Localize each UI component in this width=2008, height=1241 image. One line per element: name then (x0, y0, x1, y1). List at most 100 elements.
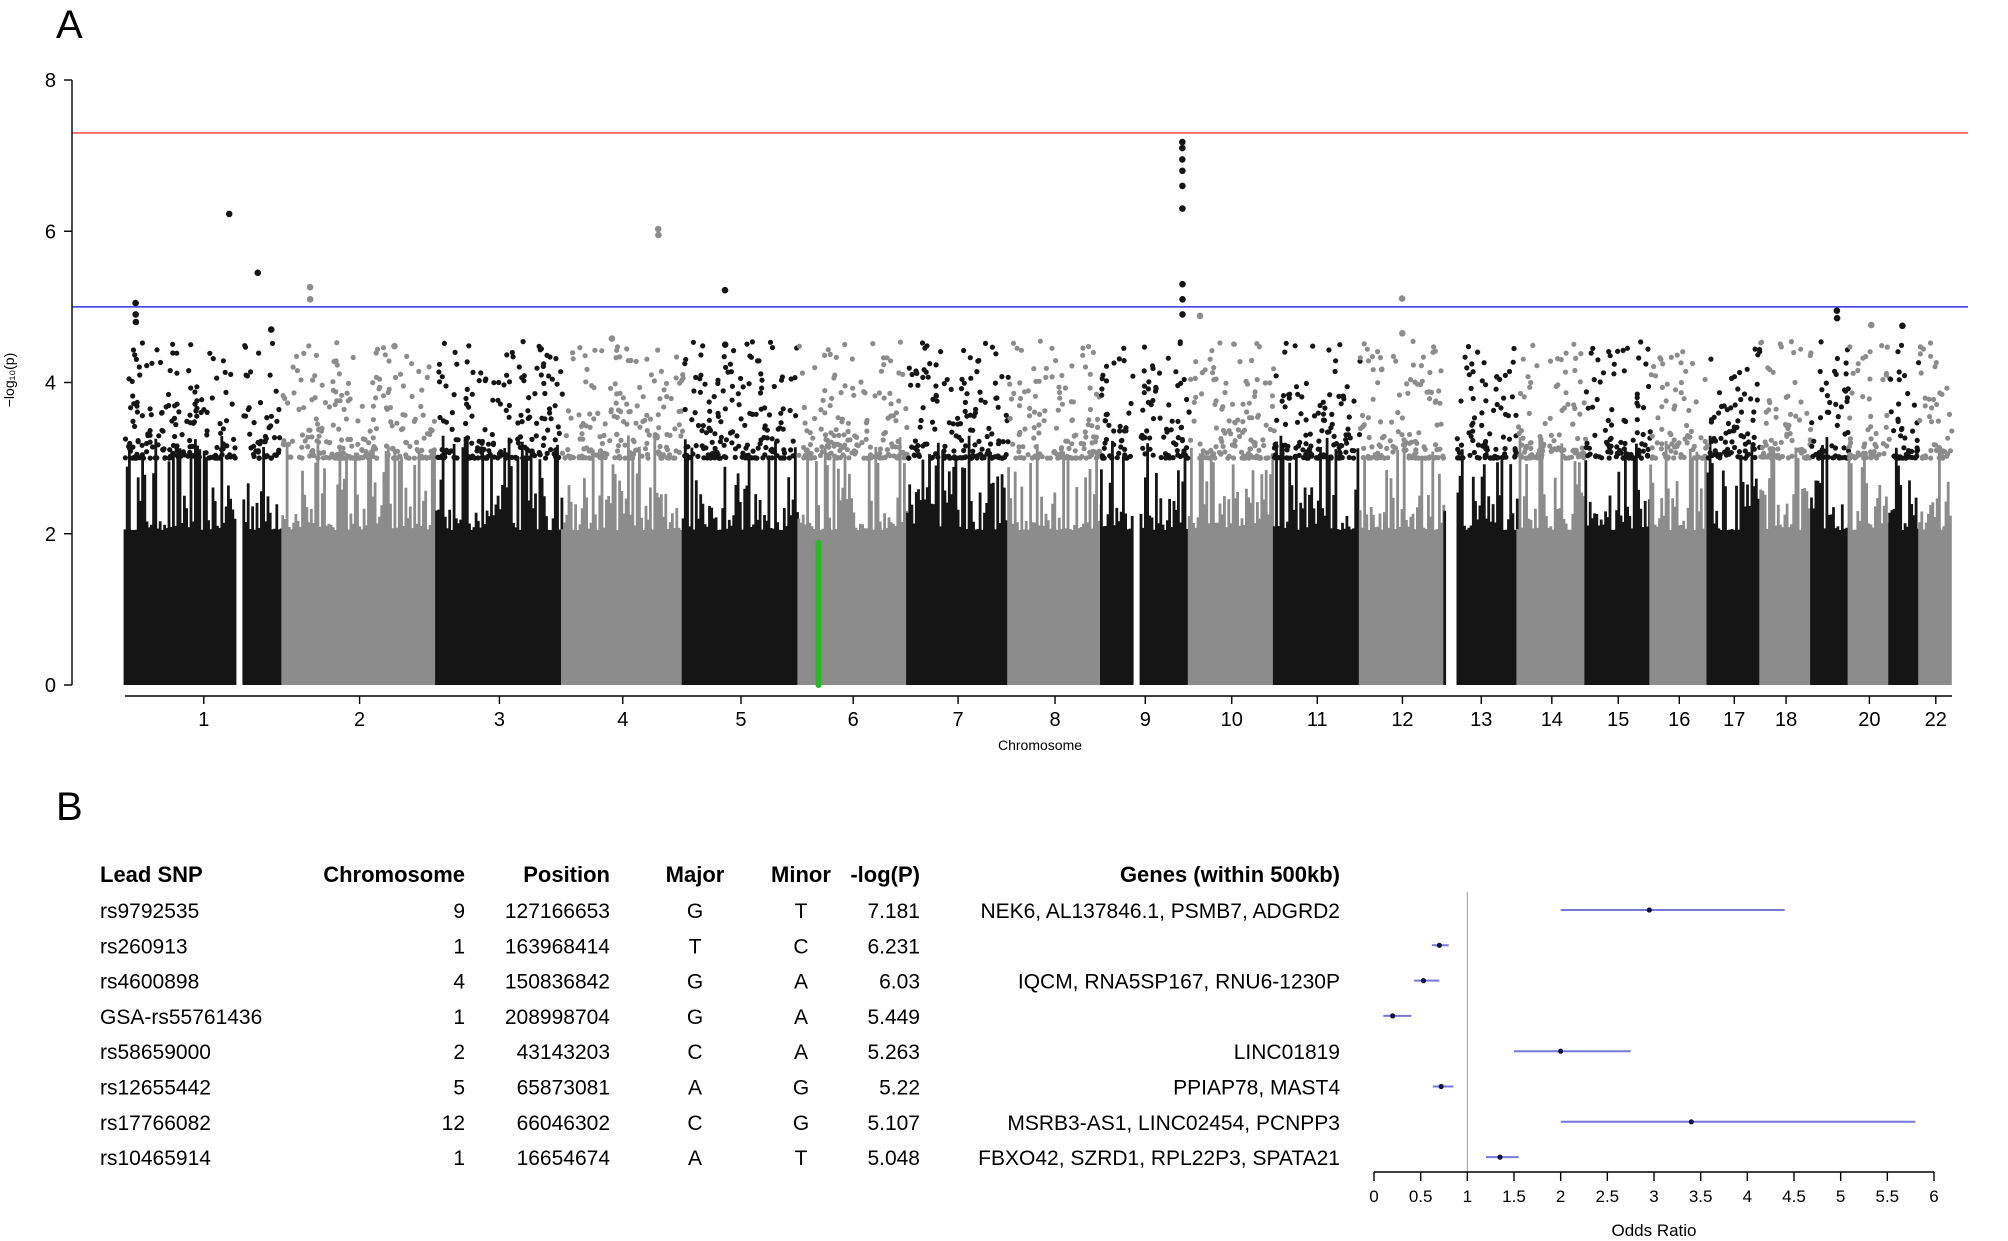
snp-point (1939, 391, 1945, 397)
snp-point (134, 409, 140, 415)
snp-point (1511, 345, 1517, 352)
snp-point (1639, 441, 1645, 447)
snp-point (993, 351, 999, 357)
chromosome-band (1918, 445, 1952, 685)
odds-ratio-point (1420, 978, 1427, 984)
snp-point (1634, 391, 1640, 397)
snp-point (1122, 446, 1128, 452)
snp-point (525, 408, 531, 414)
snp-point (654, 435, 660, 441)
snp-point (1177, 340, 1183, 347)
snp-point (1111, 442, 1117, 448)
snp-point (373, 426, 380, 432)
snp-point (1888, 376, 1894, 382)
snp-point (1654, 440, 1660, 446)
snp-point (989, 344, 996, 350)
snp-point (1418, 363, 1424, 369)
snp-point (570, 356, 576, 362)
snp-point (622, 455, 628, 461)
snp-point (159, 410, 165, 416)
snp-point (357, 455, 363, 461)
snp-point (191, 453, 197, 459)
snp-point (1787, 431, 1793, 437)
snp-point (953, 433, 959, 439)
snp-point (1379, 435, 1386, 441)
snp-point (439, 447, 445, 453)
snp-point (1493, 446, 1499, 452)
snp-point (1037, 453, 1043, 459)
snp-point (1375, 349, 1381, 355)
snp-point (608, 409, 614, 415)
snp-point (1049, 345, 1055, 351)
snp-point (837, 447, 843, 454)
snp-point (612, 381, 618, 387)
snp-point (1299, 394, 1305, 400)
table-cell: G (687, 971, 703, 994)
snp-point (526, 448, 532, 454)
snp-point (1879, 343, 1885, 349)
snp-point (1708, 356, 1714, 362)
snp-point (386, 386, 392, 392)
snp-point (1742, 448, 1748, 454)
snp-point (633, 420, 639, 426)
y-axis-title: −log₁₀(p) (1, 353, 17, 408)
snp-point (941, 381, 947, 387)
snp-point (334, 340, 340, 346)
snp-point (497, 401, 503, 407)
snp-point (555, 424, 561, 430)
snp-point (833, 427, 839, 433)
snp-point (156, 433, 162, 439)
snp-point (1080, 345, 1086, 351)
x-tick-label: 15 (1607, 709, 1629, 731)
snp-point (1750, 417, 1756, 423)
snp-point (598, 448, 604, 454)
snp-point (382, 352, 388, 358)
snp-point (771, 383, 777, 390)
snp-point (730, 429, 736, 435)
snp-point (321, 449, 327, 455)
lead-snp-point (608, 335, 616, 342)
snp-point (642, 446, 649, 452)
snp-point (1340, 393, 1346, 399)
snp-point (1664, 381, 1670, 387)
snp-point (1094, 424, 1101, 430)
snp-point (1157, 415, 1163, 421)
snp-point (642, 417, 648, 423)
table-cell: PPIAP78, MAST4 (1173, 1077, 1340, 1100)
snp-point (1057, 389, 1063, 396)
snp-point (954, 455, 960, 461)
x-tick-label: 10 (1221, 709, 1243, 731)
snp-point (1672, 444, 1678, 450)
table-cell: 5.449 (867, 1006, 920, 1029)
forest-x-tick-label: 1 (1463, 1187, 1472, 1206)
snp-point (347, 436, 354, 443)
snp-point (1246, 400, 1252, 406)
snp-point (763, 444, 769, 451)
snp-point (370, 380, 376, 386)
snp-point (985, 448, 991, 454)
snp-point (503, 407, 509, 413)
snp-point (930, 454, 936, 460)
snp-point (678, 433, 684, 439)
table-cell: FBXO42, SZRD1, RPL22P3, SPATA21 (978, 1147, 1340, 1170)
snp-point (822, 432, 829, 438)
snp-point (1082, 364, 1089, 370)
snp-point (760, 455, 766, 461)
snp-point (495, 455, 501, 461)
y-tick-label: 2 (45, 524, 56, 546)
snp-point (313, 416, 319, 422)
snp-point (677, 380, 683, 386)
snp-point (1121, 345, 1127, 351)
snp-point (1922, 403, 1928, 409)
snp-point (1468, 385, 1474, 391)
snp-point (257, 441, 263, 447)
snp-point (269, 340, 276, 346)
snp-point (1361, 445, 1367, 451)
snp-point (1140, 435, 1146, 441)
snp-point (614, 391, 620, 397)
snp-point (1013, 455, 1019, 461)
snp-point (1521, 394, 1527, 400)
snp-point (1843, 371, 1849, 377)
snp-point (904, 451, 910, 457)
snp-point (738, 375, 744, 382)
